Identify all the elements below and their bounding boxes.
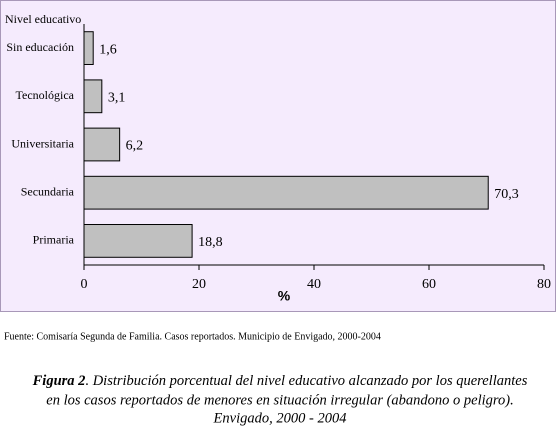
y-tick-label: Secundaria <box>21 184 75 198</box>
value-label: 6,2 <box>126 139 143 154</box>
value-label: 18,8 <box>198 235 223 250</box>
bar <box>83 224 193 258</box>
source-note: Fuente: Comisaría Segunda de Familia. Ca… <box>4 331 381 342</box>
y-tick-label: Primaria <box>33 233 75 247</box>
x-tick-label: 60 <box>422 277 436 292</box>
value-label: 70,3 <box>494 187 518 202</box>
bar <box>83 79 103 114</box>
caption-line: Figura 2. Distribución porcentual del ni… <box>32 373 528 389</box>
y-tick-label: Universitaria <box>11 136 74 150</box>
caption-line: en los casos reportados de menores en si… <box>46 392 513 408</box>
caption-text: . Distribución porcentual del nivel educ… <box>85 373 527 389</box>
x-tick-label: 40 <box>307 277 321 292</box>
bar <box>83 175 489 210</box>
value-label: 1,6 <box>99 42 117 57</box>
value-label: 3,1 <box>108 91 126 106</box>
bar <box>83 127 121 162</box>
caption-line: Envigado, 2000 - 2004 <box>213 410 347 426</box>
x-tick-label: 0 <box>81 277 88 292</box>
y-tick-label: Sin educación <box>6 40 74 54</box>
bar <box>83 31 94 65</box>
caption-label: Figura 2 <box>32 373 86 389</box>
y-tick-label: Tecnológica <box>16 88 75 102</box>
y-axis-title: Nivel educativo <box>5 12 81 26</box>
x-tick-label: 80 <box>537 277 551 292</box>
x-tick-label: 20 <box>192 277 206 292</box>
x-axis-title: % <box>278 288 291 304</box>
